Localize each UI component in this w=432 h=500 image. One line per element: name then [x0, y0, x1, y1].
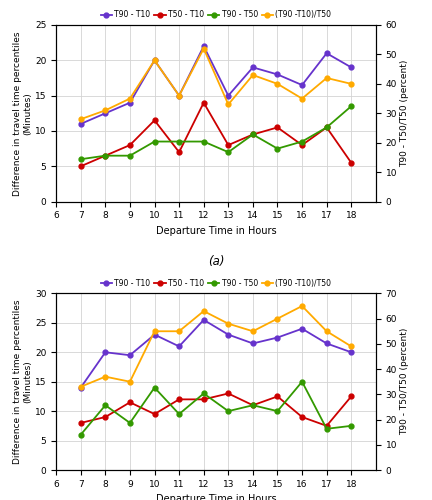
Legend: T90 - T10, T50 - T10, T90 - T50, (T90 -T10)/T50: T90 - T10, T50 - T10, T90 - T50, (T90 -T… [101, 279, 331, 288]
Legend: T90 - T10, T50 - T10, T90 - T50, (T90 -T10)/T50: T90 - T10, T50 - T10, T90 - T50, (T90 -T… [101, 10, 331, 20]
Y-axis label: T90 - T50/T50 (percent): T90 - T50/T50 (percent) [400, 328, 409, 436]
X-axis label: Departure Time in Hours: Departure Time in Hours [156, 494, 276, 500]
Y-axis label: Difference in travel time percentiles
(Minutes): Difference in travel time percentiles (M… [13, 300, 32, 464]
Text: (a): (a) [208, 254, 224, 268]
Y-axis label: Difference in travel time percentiles
(Minutes): Difference in travel time percentiles (M… [13, 31, 32, 196]
X-axis label: Departure Time in Hours: Departure Time in Hours [156, 226, 276, 236]
Y-axis label: T90 - T50/T50 (percent): T90 - T50/T50 (percent) [400, 60, 409, 167]
